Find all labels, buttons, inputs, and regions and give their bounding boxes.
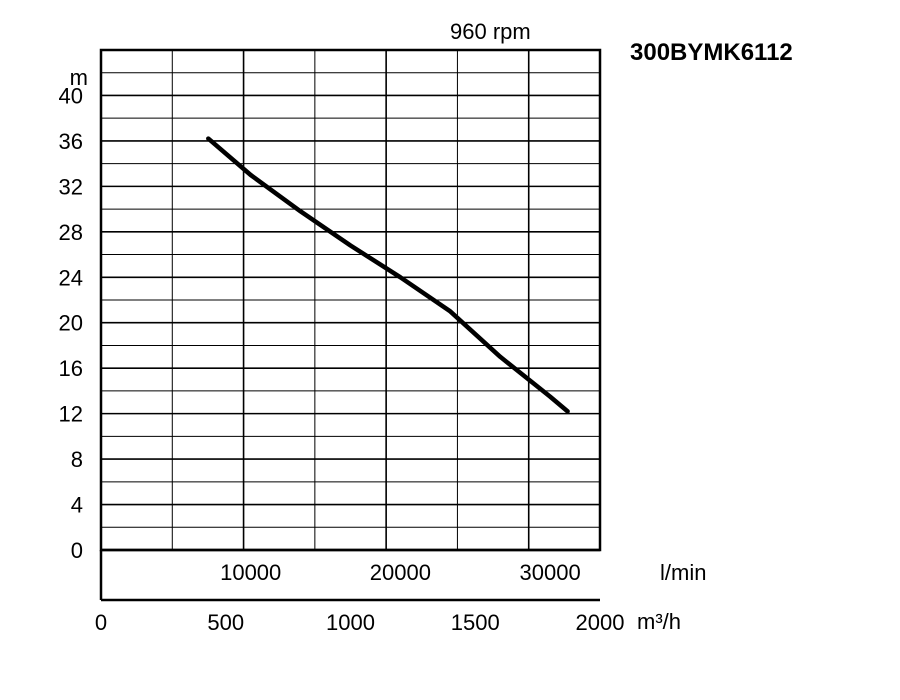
x-tick-labels-m3h: 0 500 1000 1500 2000 — [95, 610, 625, 635]
x-tick-label-lmin: 20000 — [370, 560, 431, 585]
y-tick-label: 8 — [71, 447, 83, 472]
series-line-head-curve — [206, 136, 570, 414]
y-tick-label: 12 — [59, 402, 83, 427]
grid-horizontal-lines — [101, 72, 600, 528]
y-tick-label: 16 — [59, 356, 83, 381]
y-tick-labels: 0 4 8 12 16 20 24 28 32 36 40 — [59, 83, 83, 563]
y-tick-label: 0 — [71, 538, 83, 563]
x-tick-label-lmin: 30000 — [520, 560, 581, 585]
x-tick-label-m3h: 2000 — [576, 610, 625, 635]
x-tick-label-m3h: 500 — [207, 610, 244, 635]
chart-subtitle: 960 rpm — [450, 19, 531, 44]
x-axis-label-m3h: m³/h — [637, 609, 681, 634]
y-tick-label: 36 — [59, 129, 83, 154]
y-tick-label: 28 — [59, 220, 83, 245]
y-axis-label: m — [70, 65, 88, 90]
y-tick-label: 4 — [71, 493, 83, 518]
y-tick-label: 40 — [59, 83, 83, 108]
x-axis-label-lmin: l/min — [660, 560, 706, 585]
y-tick-label: 20 — [59, 311, 83, 336]
x-tick-labels-lmin: 10000 20000 30000 — [220, 560, 581, 585]
x-tick-label-m3h: 1500 — [451, 610, 500, 635]
y-tick-label: 32 — [59, 174, 83, 199]
chart-title: 300BYMK6112 — [630, 39, 793, 66]
x-tick-label-m3h: 1000 — [326, 610, 375, 635]
x-tick-label-lmin: 10000 — [220, 560, 281, 585]
x-tick-label-m3h: 0 — [95, 610, 107, 635]
y-tick-label: 24 — [59, 265, 83, 290]
